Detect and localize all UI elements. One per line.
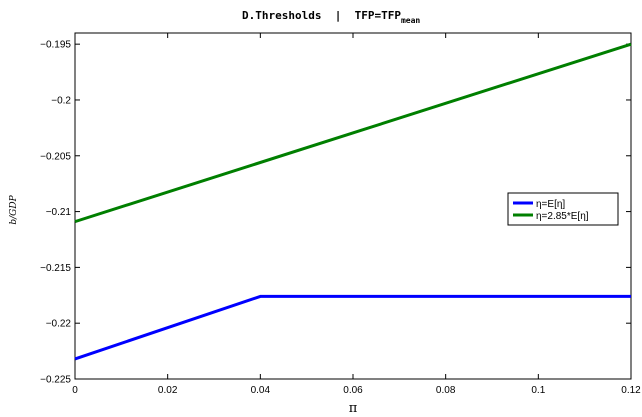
x-tick-label: 0.02 <box>158 385 178 396</box>
y-tick-label: −0.22 <box>46 319 72 330</box>
y-tick-label: −0.215 <box>40 263 71 274</box>
x-tick-label: 0.1 <box>531 385 545 396</box>
y-axis-label: b/GDP <box>9 194 19 224</box>
legend-label-series-2: η=2.85*E[η] <box>536 211 589 222</box>
x-axis: 0 0.02 0.04 0.06 0.08 0.1 0.12 <box>72 33 641 396</box>
x-tick-label: 0.08 <box>436 385 456 396</box>
x-tick-label: 0 <box>72 385 78 396</box>
x-axis-label: π <box>349 401 358 416</box>
y-tick-label: −0.2 <box>51 95 71 106</box>
legend-label-series-1: η=E[η] <box>536 199 565 210</box>
y-tick-label: −0.195 <box>40 40 71 51</box>
y-tick-label: −0.205 <box>40 151 71 162</box>
y-tick-label: −0.225 <box>40 375 71 386</box>
y-tick-label: −0.21 <box>46 207 72 218</box>
x-tick-label: 0.04 <box>251 385 271 396</box>
series-line-1 <box>74 294 631 361</box>
series-line-2 <box>74 42 632 224</box>
chart-title: D.Thresholds | TFP=TFPmean <box>242 9 420 25</box>
x-tick-label: 0.06 <box>343 385 363 396</box>
series-layer <box>74 42 632 361</box>
chart-title-subscript: mean <box>401 16 420 25</box>
legend: η=E[η] η=2.85*E[η] <box>507 192 619 226</box>
x-tick-label: 0.12 <box>621 385 641 396</box>
y-axis: −0.225 −0.22 −0.215 −0.21 −0.205 −0.2 −0.195 <box>40 40 631 386</box>
legend-box <box>507 192 619 226</box>
